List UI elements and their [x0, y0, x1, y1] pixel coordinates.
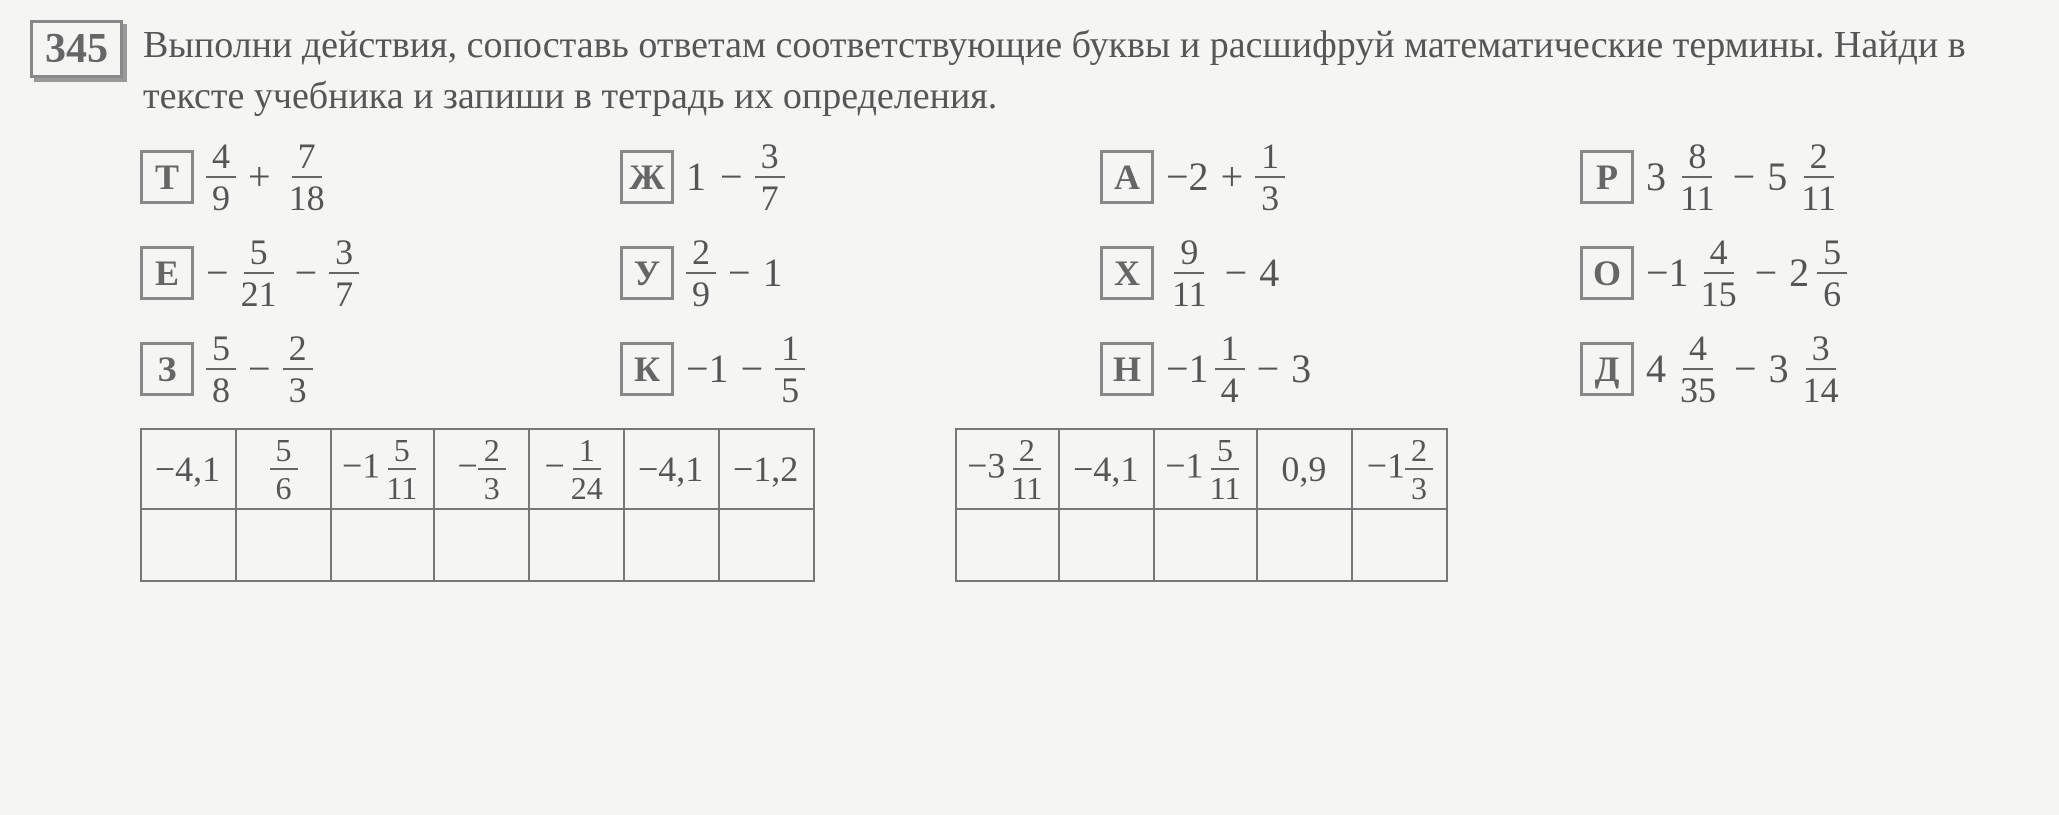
table-2-values-row: −3211−4,1−15110,9−123: [956, 429, 1447, 509]
table-2-blank-row: [956, 509, 1447, 581]
math-expr: −521−37: [206, 234, 359, 312]
math-expr: 49+718: [206, 138, 331, 216]
letter-box: Р: [1580, 150, 1634, 204]
expression-cell: Х911−4: [1100, 234, 1580, 312]
table-cell: −23: [434, 429, 529, 509]
table-cell: −4,1: [1059, 429, 1154, 509]
expression-cell: Т49+718: [140, 138, 620, 216]
table-blank-cell: [1154, 509, 1257, 581]
expression-cell: О−1415−256: [1580, 234, 2059, 312]
table-blank-cell: [624, 509, 719, 581]
math-expr: 3811−5211: [1646, 138, 1842, 216]
math-expr: −2+13: [1166, 138, 1285, 216]
table-cell: −4,1: [141, 429, 236, 509]
expression-cell: Ж1−37: [620, 138, 1100, 216]
answer-table-1: −4,156−1511−23−124−4,1−1,2: [140, 428, 815, 582]
table-cell: −123: [1352, 429, 1447, 509]
table-cell: 56: [236, 429, 331, 509]
expression-cell: А−2+13: [1100, 138, 1580, 216]
expression-row: З58−23К−1−15Н−114−3Д4435−3314: [140, 330, 2029, 408]
math-expr: 4435−3314: [1646, 330, 1845, 408]
math-expr: −114−3: [1166, 330, 1313, 408]
table-cell: 0,9: [1257, 429, 1352, 509]
letter-box: Т: [140, 150, 194, 204]
letter-box: З: [140, 342, 194, 396]
table-blank-cell: [1257, 509, 1352, 581]
expression-cell: Д4435−3314: [1580, 330, 2059, 408]
table-cell: −1511: [331, 429, 434, 509]
letter-box: О: [1580, 246, 1634, 300]
table-blank-cell: [719, 509, 814, 581]
header-row: 345 Выполни действия, сопоставь ответам …: [30, 20, 2029, 123]
letter-box: Н: [1100, 342, 1154, 396]
letter-box: Ж: [620, 150, 674, 204]
table-blank-cell: [236, 509, 331, 581]
table-blank-cell: [1059, 509, 1154, 581]
math-expr: −1415−256: [1646, 234, 1847, 312]
expression-cell: Р3811−5211: [1580, 138, 2059, 216]
table-cell: −3211: [956, 429, 1059, 509]
math-expr: 911−4: [1166, 234, 1281, 312]
problem-number-box: 345: [30, 20, 123, 78]
expression-cell: Е−521−37: [140, 234, 620, 312]
table-blank-cell: [331, 509, 434, 581]
table-cell: −4,1: [624, 429, 719, 509]
expression-cell: У29−1: [620, 234, 1100, 312]
math-expr: 58−23: [206, 330, 313, 408]
table-cell: −1511: [1154, 429, 1257, 509]
math-expr: 29−1: [686, 234, 785, 312]
letter-box: Х: [1100, 246, 1154, 300]
expression-cell: Н−114−3: [1100, 330, 1580, 408]
letter-box: К: [620, 342, 674, 396]
table-cell: −1,2: [719, 429, 814, 509]
letter-box: А: [1100, 150, 1154, 204]
math-expr: 1−37: [686, 138, 785, 216]
letter-box: У: [620, 246, 674, 300]
table-blank-cell: [434, 509, 529, 581]
expression-row: Е−521−37У29−1Х911−4О−1415−256: [140, 234, 2029, 312]
expression-cell: З58−23: [140, 330, 620, 408]
table-blank-cell: [1352, 509, 1447, 581]
instructions-text: Выполни действия, сопоставь ответам соот…: [143, 20, 2029, 123]
table-1-blank-row: [141, 509, 814, 581]
letter-box: Е: [140, 246, 194, 300]
math-expr: −1−15: [686, 330, 805, 408]
table-blank-cell: [141, 509, 236, 581]
table-blank-cell: [529, 509, 624, 581]
letter-box: Д: [1580, 342, 1634, 396]
tables-area: −4,156−1511−23−124−4,1−1,2 −3211−4,1−151…: [30, 428, 2029, 582]
table-cell: −124: [529, 429, 624, 509]
expression-cell: К−1−15: [620, 330, 1100, 408]
table-blank-cell: [956, 509, 1059, 581]
expressions-area: Т49+718Ж1−37А−2+13Р3811−5211Е−521−37У29−…: [30, 138, 2029, 408]
table-1-values-row: −4,156−1511−23−124−4,1−1,2: [141, 429, 814, 509]
answer-table-2: −3211−4,1−15110,9−123: [955, 428, 1448, 582]
expression-row: Т49+718Ж1−37А−2+13Р3811−5211: [140, 138, 2029, 216]
